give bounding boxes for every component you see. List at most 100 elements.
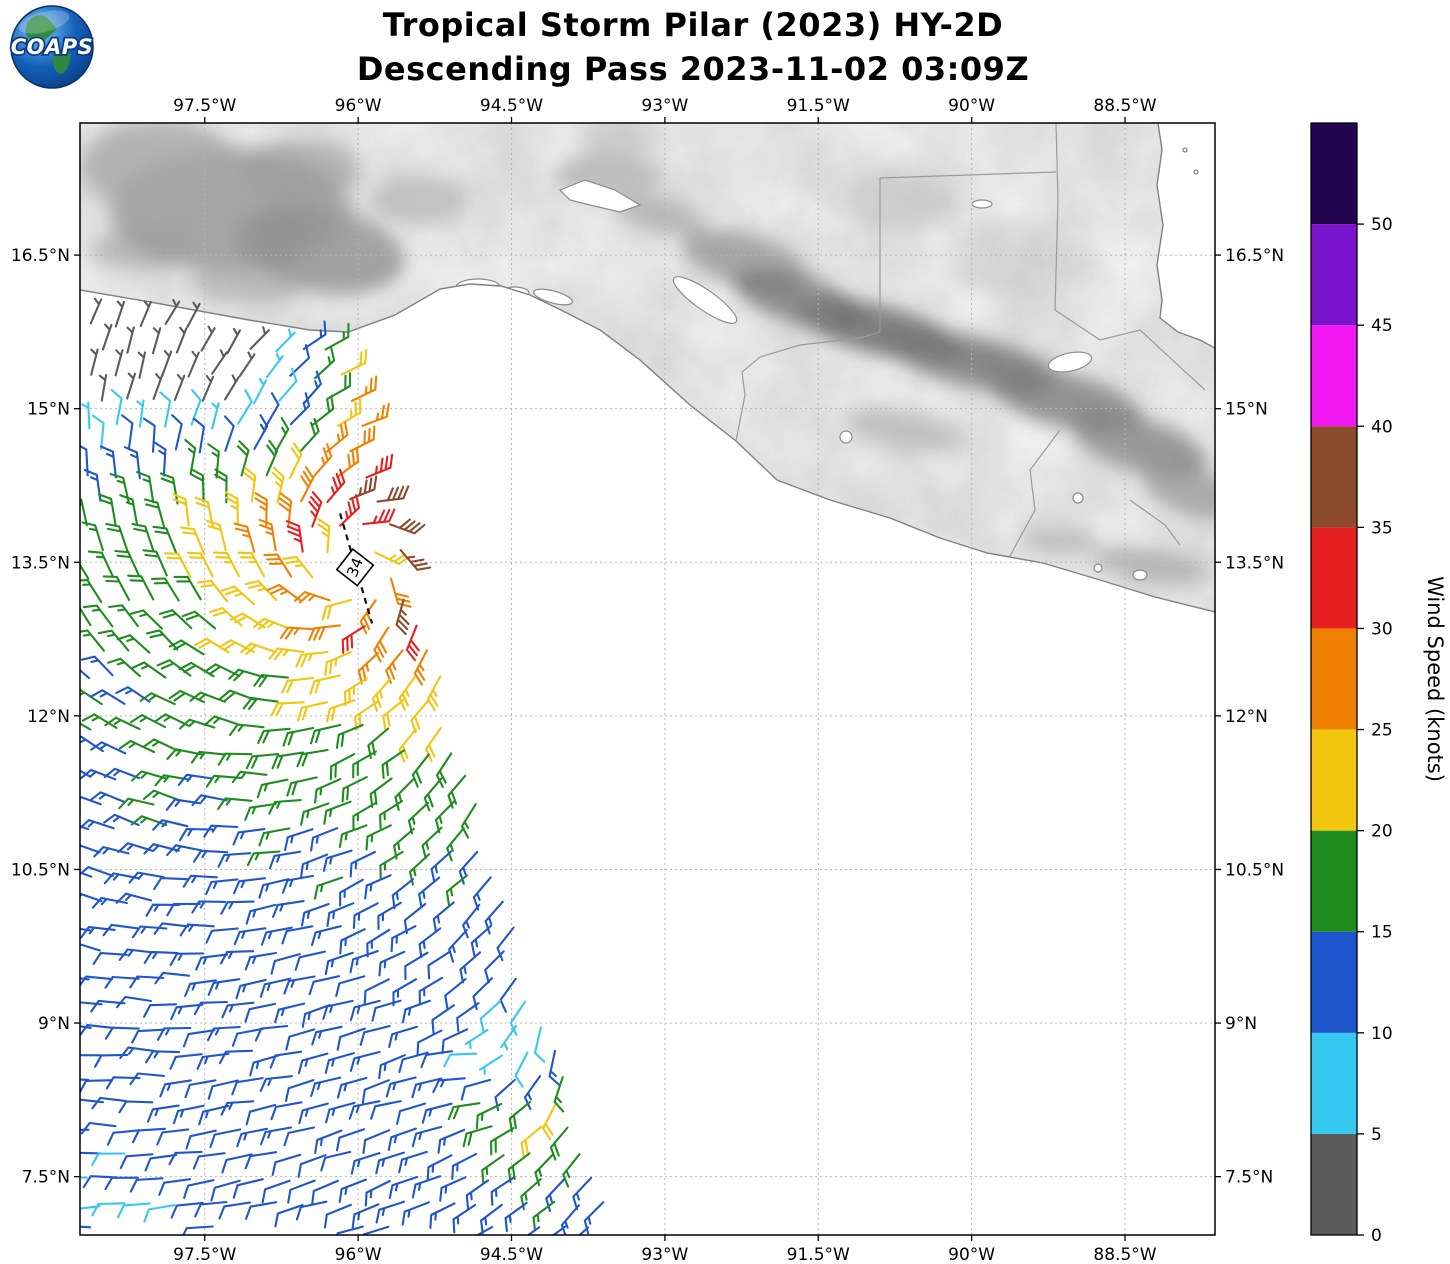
wind-barb [339,928,366,955]
lat-tick-label-right: 15°N [1225,400,1268,420]
wind-barb [388,1025,419,1049]
wind-barb [89,297,103,325]
wind-barb [308,975,341,996]
wind-barb [207,443,220,479]
wind-barb [349,425,376,453]
wind-barb [300,853,329,879]
wind-barb [349,850,376,878]
wind-barb [80,975,114,988]
wind-barb [418,876,441,909]
wind-barb [365,824,392,851]
wind-barb [349,999,381,1021]
wind-barb [283,975,316,995]
wind-barb [198,1104,230,1126]
wind-barb [181,610,217,630]
wind-barb [456,1002,480,1033]
wind-barb [377,901,402,931]
wind-barb [572,1176,593,1211]
wind-barb [81,521,104,552]
wind-barb [218,1201,252,1220]
wind-barb [142,738,179,752]
colorbar-segment [1311,628,1357,730]
wind-barb [142,549,168,577]
wind-barb [192,849,229,863]
wind-barb [285,520,304,553]
wind-barb [548,1049,561,1087]
wind-barb [156,1026,192,1041]
wind-barb [179,923,215,937]
wind-barb [166,902,201,917]
wind-barb [233,877,267,895]
wind-barb [284,1079,315,1102]
wind-barb [268,647,305,661]
wind-barb [80,688,103,706]
wind-barb [281,925,314,945]
wind-barb [143,1003,178,1018]
wind-barb [459,951,482,984]
lat-tick-label-left: 9°N [38,1014,70,1034]
wind-barb [311,1179,339,1205]
wind-barb [193,1000,228,1016]
wind-barb [80,892,103,903]
wind-barb [336,1027,366,1051]
wind-barb [132,1127,166,1144]
wind-barb [182,1029,216,1048]
wind-barb [158,609,193,630]
wind-barb [178,718,216,730]
wind-barb [169,952,205,967]
wind-barb [335,975,366,998]
wind-barb [245,1103,277,1126]
wind-barb [114,549,141,577]
terrain-texture [80,123,1215,612]
wind-barb [479,1000,502,1033]
plot-title: Tropical Storm Pilar (2023) HY-2D [382,6,1004,44]
wind-barb [421,1102,453,1124]
wind-barb [472,977,494,1011]
wind-barb [391,878,415,910]
wind-barb [281,874,315,894]
wind-barb [150,577,180,602]
wind-barb [232,828,266,846]
wind-barb [374,551,411,565]
wind-barb [156,659,192,677]
wind-barb [324,951,354,976]
colorbar-axis-label: Wind Speed (knots) [1423,576,1447,782]
wind-barb [152,373,164,401]
wind-barb [300,802,330,826]
storm-intensity-label: 34 [343,555,367,579]
wind-barb [139,300,152,328]
wind-barb [80,926,116,939]
colorbar-tick-label: 15 [1371,923,1393,943]
wind-barb [190,468,205,503]
wind-barb [80,1225,92,1229]
wind-barb [187,350,200,378]
island [1182,147,1188,153]
wind-barb [338,824,368,849]
wind-barb [171,414,183,451]
wind-barb [228,723,265,737]
wind-barb [208,607,243,627]
wind-barb [221,1153,253,1174]
wind-barb [266,583,302,602]
wind-barb [475,1102,503,1130]
wind-barb [388,1175,419,1199]
wind-barb [116,634,151,654]
lon-tick-label-bottom: 96°W [335,1245,382,1264]
wind-barb [115,892,153,904]
wind-barb [258,518,277,552]
continent-north-america [25,14,57,42]
wind-barb [357,652,379,685]
wind-barb [203,715,241,727]
lat-tick-label-right: 13.5°N [1225,553,1284,573]
wind-barb [217,752,253,766]
wind-barb [145,629,179,651]
wind-barb [444,978,467,1010]
wind-barb [484,950,505,984]
wind-barb [279,626,316,640]
wind-barb [297,1154,327,1178]
axis-ticks [74,117,1221,1241]
wind-barb [369,777,393,808]
wind-barb [242,697,279,711]
wind-barb [217,852,252,868]
wind-barb [126,372,137,400]
